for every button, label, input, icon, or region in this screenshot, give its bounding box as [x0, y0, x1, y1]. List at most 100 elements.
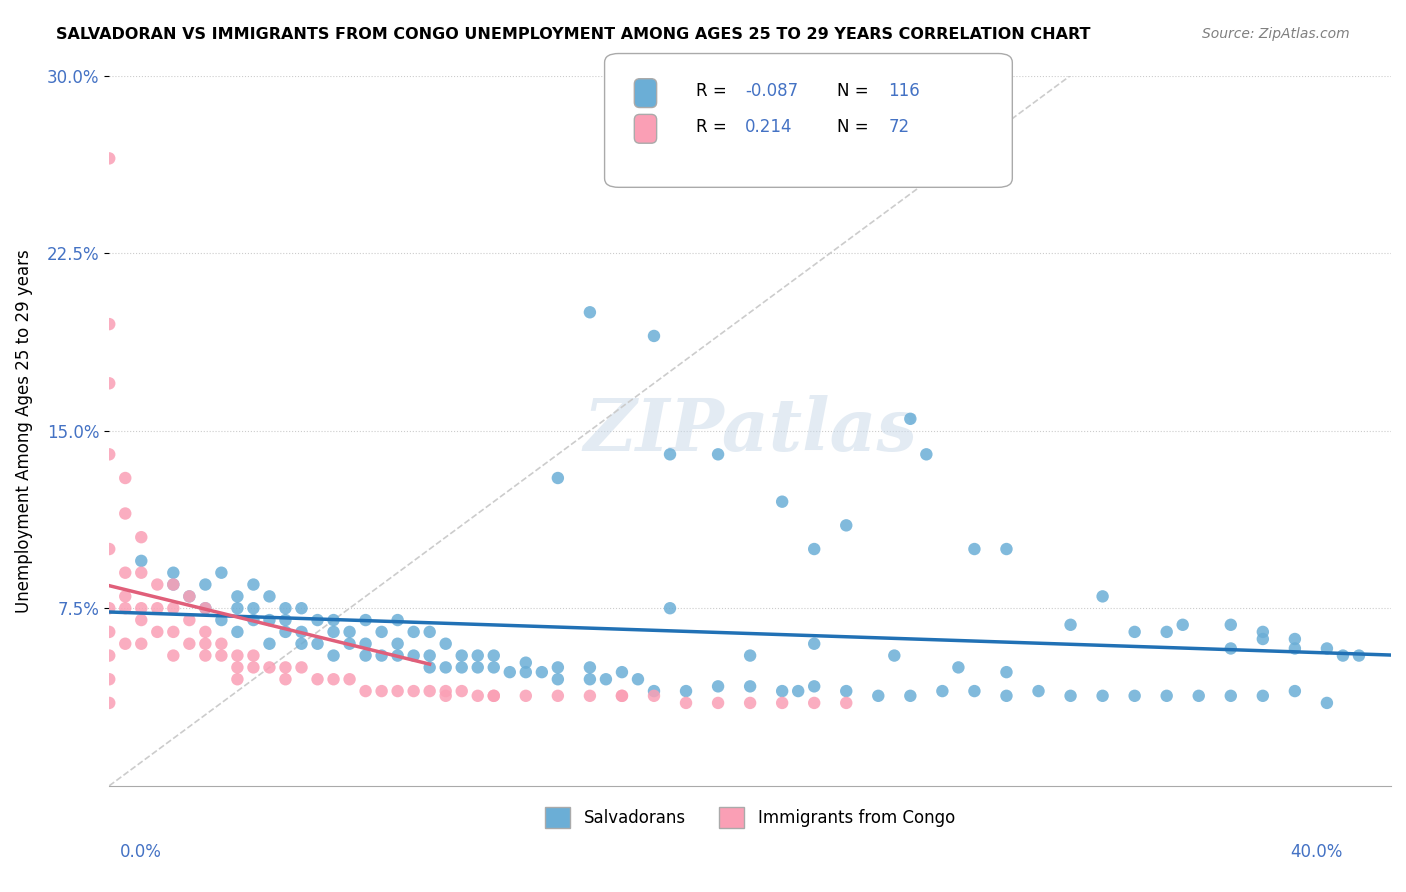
Point	[179, 613, 201, 627]
Point	[610, 689, 633, 703]
Point	[948, 660, 970, 674]
Point	[402, 648, 425, 663]
Point	[370, 624, 392, 639]
Point	[1219, 641, 1241, 656]
Point	[419, 624, 441, 639]
Point	[162, 648, 184, 663]
Point	[242, 648, 264, 663]
Point	[1091, 689, 1114, 703]
Point	[835, 684, 858, 698]
Point	[450, 660, 472, 674]
Point	[434, 660, 457, 674]
Point	[963, 684, 986, 698]
Point	[931, 684, 953, 698]
Point	[803, 679, 825, 693]
Point	[595, 672, 617, 686]
Point	[259, 613, 281, 627]
Text: -0.087: -0.087	[745, 82, 799, 100]
Point	[770, 696, 793, 710]
Point	[307, 613, 329, 627]
Point	[242, 613, 264, 627]
Point	[1251, 689, 1274, 703]
Point	[787, 684, 810, 698]
Point	[868, 689, 890, 703]
Point	[1316, 696, 1339, 710]
Point	[803, 696, 825, 710]
Point	[402, 624, 425, 639]
Point	[482, 648, 505, 663]
Point	[274, 601, 297, 615]
Text: R =: R =	[696, 118, 733, 136]
Point	[675, 696, 697, 710]
Point	[354, 637, 377, 651]
Point	[707, 696, 730, 710]
Point	[547, 660, 569, 674]
Point	[259, 590, 281, 604]
Point	[290, 601, 312, 615]
Point	[129, 637, 152, 651]
Legend: Salvadorans, Immigrants from Congo: Salvadorans, Immigrants from Congo	[538, 801, 962, 834]
Point	[194, 648, 217, 663]
Point	[226, 624, 249, 639]
Point	[98, 152, 121, 166]
Point	[114, 590, 136, 604]
Point	[226, 660, 249, 674]
Point	[98, 601, 121, 615]
Point	[98, 624, 121, 639]
Point	[354, 648, 377, 663]
Point	[354, 684, 377, 698]
Point	[610, 689, 633, 703]
Point	[707, 679, 730, 693]
Point	[419, 660, 441, 674]
Point	[835, 696, 858, 710]
Point	[98, 696, 121, 710]
Point	[1316, 641, 1339, 656]
Point	[1348, 648, 1371, 663]
Point	[387, 637, 409, 651]
Text: R =: R =	[696, 82, 733, 100]
Point	[402, 684, 425, 698]
Point	[129, 554, 152, 568]
Point	[1251, 632, 1274, 646]
Point	[1219, 689, 1241, 703]
Point	[98, 672, 121, 686]
Point	[1091, 590, 1114, 604]
Text: Source: ZipAtlas.com: Source: ZipAtlas.com	[1202, 27, 1350, 41]
Point	[419, 648, 441, 663]
Point	[482, 689, 505, 703]
Point	[339, 672, 361, 686]
Point	[274, 672, 297, 686]
Point	[1284, 641, 1306, 656]
Point	[290, 624, 312, 639]
Point	[194, 637, 217, 651]
Point	[482, 660, 505, 674]
Point	[242, 660, 264, 674]
Point	[259, 637, 281, 651]
Point	[995, 665, 1018, 680]
Point	[1331, 648, 1354, 663]
Point	[146, 601, 169, 615]
Point	[274, 613, 297, 627]
Point	[114, 637, 136, 651]
Point	[114, 566, 136, 580]
Point	[209, 648, 232, 663]
Point	[114, 601, 136, 615]
Point	[1123, 689, 1146, 703]
Point	[242, 577, 264, 591]
Point	[643, 689, 665, 703]
Point	[740, 648, 762, 663]
Point	[515, 665, 537, 680]
Point	[467, 660, 489, 674]
Point	[387, 648, 409, 663]
Text: 40.0%: 40.0%	[1291, 843, 1343, 861]
Point	[194, 601, 217, 615]
Point	[579, 305, 602, 319]
Point	[643, 329, 665, 343]
Point	[290, 660, 312, 674]
Point	[467, 689, 489, 703]
Point	[194, 601, 217, 615]
Point	[740, 696, 762, 710]
Point	[610, 665, 633, 680]
Point	[1059, 617, 1081, 632]
Point	[579, 660, 602, 674]
